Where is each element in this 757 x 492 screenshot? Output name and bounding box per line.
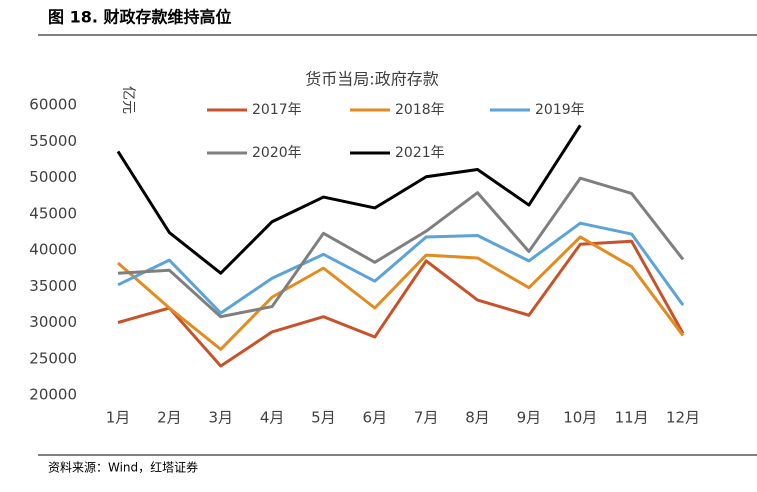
x-tick-label: 11月 [615, 409, 649, 427]
y-tick-label: 60000 [29, 96, 77, 114]
y-tick-label: 25000 [29, 349, 77, 367]
series-line [116, 124, 582, 275]
series-line [117, 239, 685, 368]
legend-label: 2018年 [395, 102, 445, 118]
legend-label: 2019年 [535, 102, 585, 118]
x-tick-label: 9月 [517, 409, 542, 427]
chart-title: 货币当局:政府存款 [305, 70, 438, 89]
legend-label: 2020年 [252, 145, 302, 161]
x-tick-label: 3月 [208, 409, 233, 427]
y-axis-label: 亿元 [120, 86, 136, 114]
series-line [117, 235, 685, 351]
legend-label: 2017年 [252, 102, 302, 118]
y-tick-label: 45000 [29, 204, 77, 222]
page-title: 图 18. 财政存款维持高位 [48, 8, 232, 27]
y-tick-label: 40000 [29, 241, 77, 259]
y-tick-label: 55000 [29, 132, 77, 150]
x-tick-label: 8月 [465, 409, 490, 427]
legend-label: 2021年 [395, 145, 445, 161]
series-line [117, 176, 685, 319]
x-tick-label: 1月 [106, 409, 131, 427]
x-tick-label: 6月 [363, 409, 388, 427]
source-note: 资料来源：Wind，红塔证券 [48, 460, 198, 475]
x-tick-label: 2月 [157, 409, 182, 427]
y-tick-label: 30000 [29, 313, 77, 331]
y-tick-label: 50000 [29, 168, 77, 186]
x-tick-label: 7月 [414, 409, 439, 427]
x-tick-label: 5月 [311, 409, 336, 427]
x-tick-label: 4月 [260, 409, 285, 427]
y-tick-label: 20000 [29, 386, 77, 404]
x-tick-label: 10月 [563, 409, 597, 427]
y-tick-label: 35000 [29, 277, 77, 295]
x-tick-label: 12月 [666, 409, 700, 427]
series-line [117, 221, 685, 315]
